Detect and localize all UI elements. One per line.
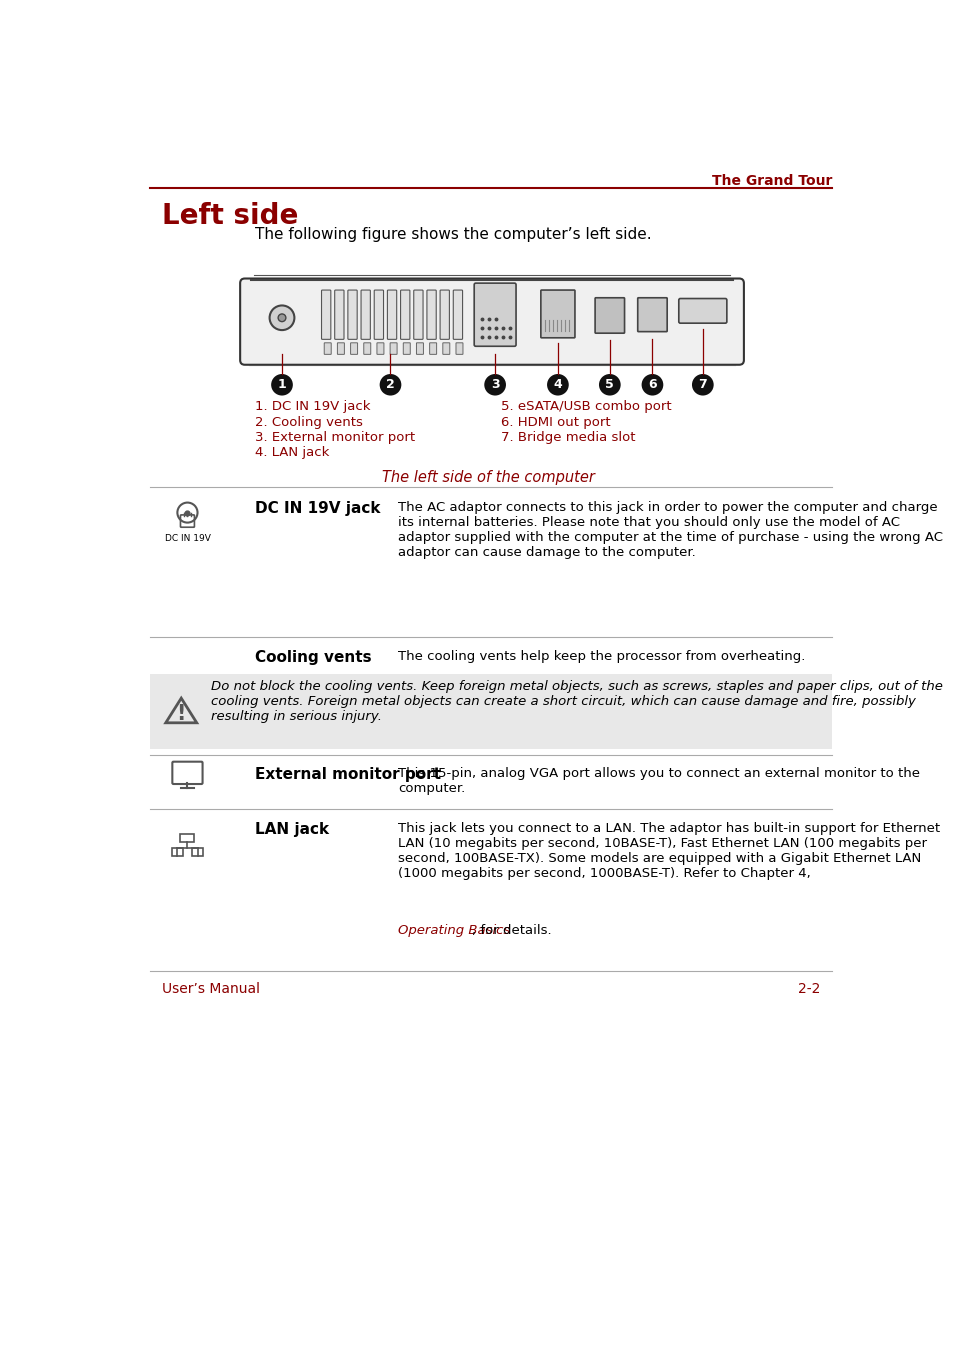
Text: 1: 1 xyxy=(277,379,286,391)
Text: The left side of the computer: The left side of the computer xyxy=(382,470,595,485)
FancyBboxPatch shape xyxy=(350,343,357,354)
FancyBboxPatch shape xyxy=(637,297,666,331)
Circle shape xyxy=(271,375,293,396)
FancyBboxPatch shape xyxy=(595,297,624,333)
FancyBboxPatch shape xyxy=(456,343,462,354)
Text: 4. LAN jack: 4. LAN jack xyxy=(254,446,329,460)
Circle shape xyxy=(270,306,294,330)
FancyBboxPatch shape xyxy=(240,279,743,365)
Text: Operating Basics: Operating Basics xyxy=(397,923,510,937)
Circle shape xyxy=(484,375,505,396)
Text: DC IN 19V: DC IN 19V xyxy=(164,534,211,544)
FancyBboxPatch shape xyxy=(324,343,331,354)
Text: 4: 4 xyxy=(553,379,561,391)
FancyBboxPatch shape xyxy=(150,673,831,749)
Circle shape xyxy=(598,375,620,396)
Text: The AC adaptor connects to this jack in order to power the computer and charge i: The AC adaptor connects to this jack in … xyxy=(397,502,943,558)
FancyBboxPatch shape xyxy=(390,343,396,354)
Text: , for details.: , for details. xyxy=(472,923,551,937)
FancyBboxPatch shape xyxy=(335,291,344,339)
FancyBboxPatch shape xyxy=(416,343,423,354)
FancyBboxPatch shape xyxy=(439,291,449,339)
FancyBboxPatch shape xyxy=(348,291,356,339)
Text: 3. External monitor port: 3. External monitor port xyxy=(254,431,415,443)
Text: This 15-pin, analog VGA port allows you to connect an external monitor to the co: This 15-pin, analog VGA port allows you … xyxy=(397,768,920,795)
Text: 1. DC IN 19V jack: 1. DC IN 19V jack xyxy=(254,400,370,414)
FancyBboxPatch shape xyxy=(453,291,462,339)
Text: This jack lets you connect to a LAN. The adaptor has built-in support for Ethern: This jack lets you connect to a LAN. The… xyxy=(397,822,940,880)
FancyBboxPatch shape xyxy=(376,343,383,354)
FancyBboxPatch shape xyxy=(403,343,410,354)
Circle shape xyxy=(641,375,662,396)
Text: External monitor port: External monitor port xyxy=(254,768,440,783)
FancyBboxPatch shape xyxy=(414,291,422,339)
FancyBboxPatch shape xyxy=(474,283,516,346)
Text: The cooling vents help keep the processor from overheating.: The cooling vents help keep the processo… xyxy=(397,650,804,664)
Text: 5: 5 xyxy=(605,379,614,391)
Text: 2: 2 xyxy=(386,379,395,391)
Text: 2. Cooling vents: 2. Cooling vents xyxy=(254,415,362,429)
FancyBboxPatch shape xyxy=(374,291,383,339)
FancyBboxPatch shape xyxy=(427,291,436,339)
Text: Cooling vents: Cooling vents xyxy=(254,650,371,665)
Text: LAN jack: LAN jack xyxy=(254,822,329,837)
Text: 2-2: 2-2 xyxy=(798,982,820,995)
Text: 6: 6 xyxy=(647,379,656,391)
FancyBboxPatch shape xyxy=(540,291,575,338)
FancyBboxPatch shape xyxy=(429,343,436,354)
Text: 7. Bridge media slot: 7. Bridge media slot xyxy=(500,431,635,443)
Circle shape xyxy=(691,375,713,396)
Text: 3: 3 xyxy=(490,379,499,391)
FancyBboxPatch shape xyxy=(442,343,449,354)
Text: The Grand Tour: The Grand Tour xyxy=(711,174,831,188)
FancyBboxPatch shape xyxy=(337,343,344,354)
FancyBboxPatch shape xyxy=(363,343,371,354)
Circle shape xyxy=(546,375,568,396)
Text: User’s Manual: User’s Manual xyxy=(162,982,259,995)
Circle shape xyxy=(278,314,286,322)
Text: 6. HDMI out port: 6. HDMI out port xyxy=(500,415,610,429)
Text: 5. eSATA/USB combo port: 5. eSATA/USB combo port xyxy=(500,400,671,414)
FancyBboxPatch shape xyxy=(360,291,370,339)
FancyBboxPatch shape xyxy=(400,291,410,339)
Text: 7: 7 xyxy=(698,379,706,391)
FancyBboxPatch shape xyxy=(679,299,726,323)
Circle shape xyxy=(379,375,401,396)
Text: Do not block the cooling vents. Keep foreign metal objects, such as screws, stap: Do not block the cooling vents. Keep for… xyxy=(211,680,942,723)
FancyBboxPatch shape xyxy=(321,291,331,339)
FancyBboxPatch shape xyxy=(387,291,396,339)
Text: Left side: Left side xyxy=(162,203,298,230)
Text: !: ! xyxy=(176,703,186,723)
Text: The following figure shows the computer’s left side.: The following figure shows the computer’… xyxy=(254,227,651,242)
Text: DC IN 19V jack: DC IN 19V jack xyxy=(254,502,380,516)
